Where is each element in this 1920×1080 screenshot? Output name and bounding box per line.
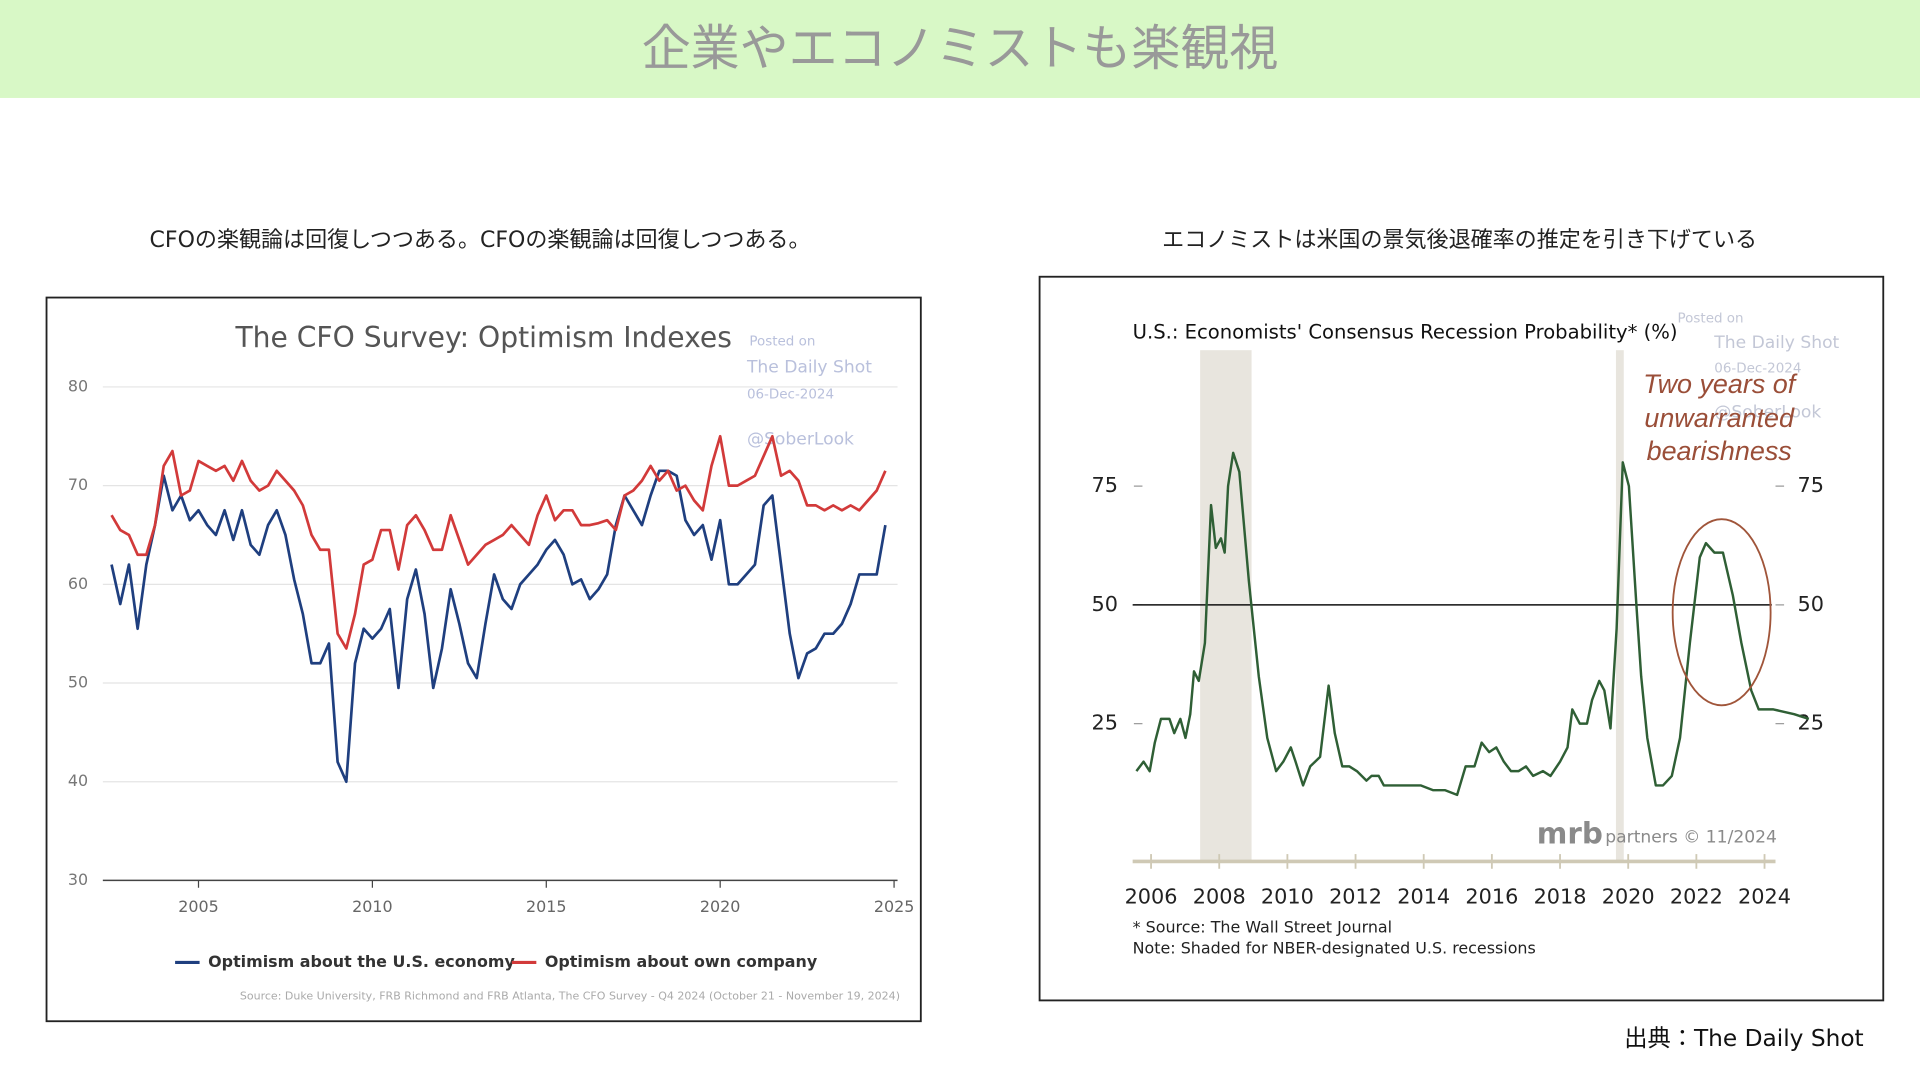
x-tick-label: 2016 — [1465, 885, 1518, 909]
caption: エコノミストは米国の景気後退確率の推定を引き下げている — [1162, 228, 1757, 253]
series-line — [110, 434, 887, 650]
chart-frame — [45, 296, 922, 1023]
x-tick-label: 2008 — [1193, 885, 1246, 909]
y2-tick-label: 75 — [1798, 473, 1824, 497]
x-tick-label: 2020 — [1602, 885, 1655, 909]
x-tick-label: 2005 — [178, 897, 218, 916]
chart-title: The CFO Survey: Optimism Indexes — [234, 321, 731, 354]
recession-shade — [1615, 350, 1624, 862]
x-tick-label: 2012 — [1329, 885, 1382, 909]
logo: mrb — [1537, 817, 1603, 851]
watermark: The Daily Shot — [746, 357, 872, 377]
annotation-ellipse — [1671, 518, 1772, 707]
note: * Source: The Wall Street Journal — [1133, 918, 1392, 937]
note: Note: Shaded for NBER-designated U.S. re… — [1133, 938, 1536, 957]
annotation: bearishness — [1647, 436, 1792, 466]
chart-title: U.S.: Economists' Consensus Recession Pr… — [1133, 321, 1678, 344]
x-tick-label: 2020 — [700, 897, 740, 916]
series-line — [110, 469, 887, 784]
y-tick-label: 75 — [1091, 473, 1117, 497]
caption: CFOの楽観論は回復しつつある。CFOの楽観論は回復しつつある。 — [150, 228, 811, 253]
legend-label: Optimism about own company — [545, 952, 818, 971]
x-tick-label: 2014 — [1397, 885, 1450, 909]
watermark: Posted on — [1678, 311, 1744, 326]
x-tick-label: 2022 — [1670, 885, 1723, 909]
watermark: @SoberLook — [1714, 403, 1821, 423]
y-tick-label: 25 — [1091, 711, 1117, 735]
y-tick-label: 30 — [68, 870, 88, 889]
x-tick-label: 2006 — [1125, 885, 1178, 909]
y-tick-label: 80 — [68, 376, 88, 395]
watermark: Posted on — [749, 335, 815, 350]
x-tick-label: 2015 — [526, 897, 566, 916]
page-title: 企業やエコノミストも楽観視 — [642, 20, 1279, 77]
series-line — [1135, 451, 1810, 797]
watermark: @SoberLook — [747, 430, 854, 450]
chart-source: Source: Duke University, FRB Richmond an… — [240, 990, 900, 1003]
y-tick-label: 60 — [68, 574, 88, 593]
y-tick-label: 40 — [68, 771, 88, 790]
watermark: 06-Dec-2024 — [1714, 362, 1801, 377]
chart-frame — [1038, 275, 1885, 1002]
page-source: 出典：The Daily Shot — [1624, 1025, 1863, 1052]
header-band — [0, 0, 1920, 98]
watermark: 06-Dec-2024 — [747, 387, 834, 402]
y-tick-label: 50 — [1091, 592, 1117, 616]
annotation: Two years of — [1643, 369, 1798, 399]
y-tick-label: 70 — [68, 475, 88, 494]
watermark: The Daily Shot — [1713, 333, 1839, 353]
credit: partners © 11/2024 — [1605, 828, 1777, 848]
x-tick-label: 2010 — [1261, 885, 1314, 909]
x-tick-label: 2010 — [352, 897, 392, 916]
x-tick-label: 2025 — [874, 897, 914, 916]
annotation: unwarranted — [1644, 403, 1795, 433]
y2-tick-label: 25 — [1798, 711, 1824, 735]
recession-shade — [1200, 350, 1252, 862]
x-tick-label: 2024 — [1738, 885, 1791, 909]
x-tick-label: 2018 — [1534, 885, 1587, 909]
legend-label: Optimism about the U.S. economy — [208, 952, 515, 971]
y-tick-label: 50 — [68, 673, 88, 692]
y2-tick-label: 50 — [1798, 592, 1824, 616]
